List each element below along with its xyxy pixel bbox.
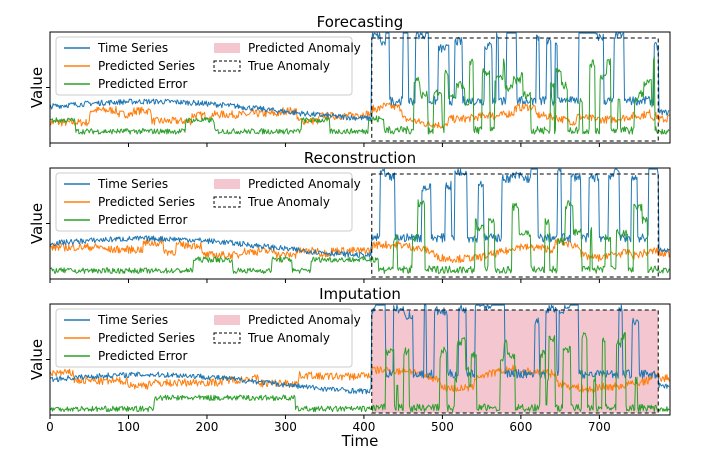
legend-box [55, 172, 353, 232]
legend-label: True Anomaly [247, 331, 330, 345]
predicted-series-line [49, 237, 670, 264]
legend-label: Predicted Anomaly [248, 41, 361, 55]
legend-box [55, 36, 353, 96]
predicted-error-line [49, 199, 670, 274]
legend-box [55, 308, 353, 368]
legend-label: Time Series [97, 41, 168, 55]
true-anomaly-region [371, 173, 659, 278]
legend: Time Series Predicted Series Predicted Err… [55, 308, 361, 368]
legend-swatch [213, 196, 241, 208]
predicted-error-line [49, 332, 670, 413]
legend: Time Series Predicted Series Predicted Err… [55, 36, 361, 96]
panel-reconstruction: Reconstruction Value Time Series Predicted … [28, 149, 671, 283]
time-series-line [49, 168, 670, 259]
legend-label: Predicted Series [98, 59, 195, 73]
time-series-line [49, 32, 670, 121]
predicted-series-line [49, 102, 670, 129]
x-tick-label: 0 [46, 420, 54, 434]
legend-label: Predicted Error [98, 77, 187, 91]
y-axis-label: Value [28, 203, 46, 244]
legend-swatch [214, 43, 240, 53]
panel-imputation: Imputation Value Time Series Predicted Seri… [28, 285, 671, 419]
legend-label: Predicted Anomaly [248, 177, 361, 191]
x-tick-label: 700 [588, 420, 611, 434]
predicted-error-line [49, 56, 670, 135]
legend-swatch [214, 315, 240, 325]
x-axis-label: Time [341, 432, 379, 450]
legend-label: True Anomaly [247, 59, 330, 73]
x-tick-label: 300 [274, 420, 297, 434]
x-tick-label: 200 [196, 420, 219, 434]
panel-title: Reconstruction [304, 149, 416, 167]
legend: Time Series Predicted Series Predicted Err… [55, 172, 361, 232]
true-anomaly-region [371, 309, 659, 414]
x-tick-label: 500 [431, 420, 454, 434]
legend-swatch [213, 60, 241, 72]
legend-label: Predicted Error [98, 349, 187, 363]
true-anomaly-region [371, 37, 659, 142]
x-tick-label: 400 [352, 420, 375, 434]
legend-label: Predicted Series [98, 331, 195, 345]
legend-label: True Anomaly [247, 195, 330, 209]
legend-swatch [214, 179, 240, 189]
y-axis-label: Value [28, 67, 46, 108]
x-tick-label: 600 [509, 420, 532, 434]
time-series-line [49, 304, 670, 395]
x-tick-label: 100 [117, 420, 140, 434]
legend-swatch [213, 332, 241, 344]
panel-forecasting: Forecasting Value Time Series Predicted Ser… [28, 13, 671, 147]
y-axis-label: Value [28, 339, 46, 380]
legend-label: Time Series [97, 177, 168, 191]
legend-label: Predicted Error [98, 213, 187, 227]
panel-title: Imputation [319, 285, 401, 303]
legend-label: Predicted Series [98, 195, 195, 209]
predicted-series-line [49, 364, 670, 394]
panel-title: Forecasting [317, 13, 404, 31]
x-axis: 0 100 200 300 400 500 600 700 [46, 420, 611, 434]
legend-label: Predicted Anomaly [248, 313, 361, 327]
legend-label: Time Series [97, 313, 168, 327]
